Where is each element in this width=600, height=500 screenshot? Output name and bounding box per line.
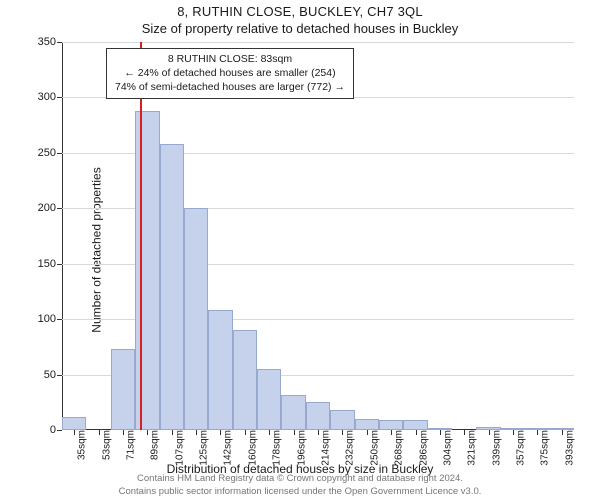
xtick-label: 232sqm (329, 430, 356, 466)
ytick-mark (57, 97, 62, 98)
ytick-mark (57, 264, 62, 265)
ytick-mark (57, 208, 62, 209)
bar (306, 402, 330, 430)
xtick-mark (537, 430, 538, 435)
xtick-label: 304sqm (426, 430, 453, 466)
annotation-line: ← 24% of detached houses are smaller (25… (115, 66, 345, 80)
xtick-mark (220, 430, 221, 435)
xtick-label: 178sqm (256, 430, 283, 466)
xtick-mark (562, 430, 563, 435)
ytick-mark (57, 319, 62, 320)
xtick-mark (464, 430, 465, 435)
chart-title-main: 8, RUTHIN CLOSE, BUCKLEY, CH7 3QL (0, 0, 600, 19)
xtick-mark (367, 430, 368, 435)
footer: Contains HM Land Registry data © Crown c… (0, 473, 600, 498)
xtick-mark (269, 430, 270, 435)
footer-line: Contains public sector information licen… (0, 486, 600, 498)
bar (208, 310, 232, 430)
xtick-label: 339sqm (475, 430, 502, 466)
xtick-mark (196, 430, 197, 435)
bar (403, 420, 427, 430)
xtick-label: 160sqm (231, 430, 258, 466)
ytick-mark (57, 375, 62, 376)
annotation-line: 8 RUTHIN CLOSE: 83sqm (115, 52, 345, 66)
xtick-label: 357sqm (500, 430, 527, 466)
xtick-label: 214sqm (305, 430, 332, 466)
bar (135, 111, 159, 430)
chart-title-sub: Size of property relative to detached ho… (0, 19, 600, 36)
bar (111, 349, 135, 430)
xtick-mark (318, 430, 319, 435)
xtick-mark (342, 430, 343, 435)
xtick-mark (172, 430, 173, 435)
annotation-box: 8 RUTHIN CLOSE: 83sqm ← 24% of detached … (106, 48, 354, 99)
xtick-mark (245, 430, 246, 435)
xtick-label: 375sqm (524, 430, 551, 466)
gridline (62, 42, 574, 43)
xtick-label: 107sqm (158, 430, 185, 466)
ytick-mark (57, 153, 62, 154)
marker-line (140, 42, 142, 430)
xtick-label: 142sqm (207, 430, 234, 466)
xtick-mark (513, 430, 514, 435)
annotation-line: 74% of semi-detached houses are larger (… (115, 80, 345, 94)
footer-line: Contains HM Land Registry data © Crown c… (0, 473, 600, 485)
bar (330, 410, 354, 430)
bar (355, 419, 379, 430)
xtick-label: 321sqm (451, 430, 478, 466)
xtick-mark (123, 430, 124, 435)
bar (233, 330, 257, 430)
xtick-label: 393sqm (548, 430, 575, 466)
xtick-mark (416, 430, 417, 435)
xtick-label: 286sqm (402, 430, 429, 466)
xtick-label: 250sqm (353, 430, 380, 466)
xtick-mark (391, 430, 392, 435)
xtick-label: 268sqm (378, 430, 405, 466)
bar (160, 144, 184, 430)
xtick-mark (440, 430, 441, 435)
bar (379, 420, 403, 430)
bar (184, 208, 208, 430)
xtick-mark (147, 430, 148, 435)
bar (281, 395, 305, 430)
xtick-mark (99, 430, 100, 435)
bar (257, 369, 281, 430)
plot-area: 050100150200250300350 35sqm53sqm71sqm89s… (62, 42, 574, 430)
ytick-mark (57, 42, 62, 43)
xtick-mark (294, 430, 295, 435)
xtick-mark (489, 430, 490, 435)
xtick-mark (74, 430, 75, 435)
xtick-label: 196sqm (280, 430, 307, 466)
bar (62, 417, 86, 430)
